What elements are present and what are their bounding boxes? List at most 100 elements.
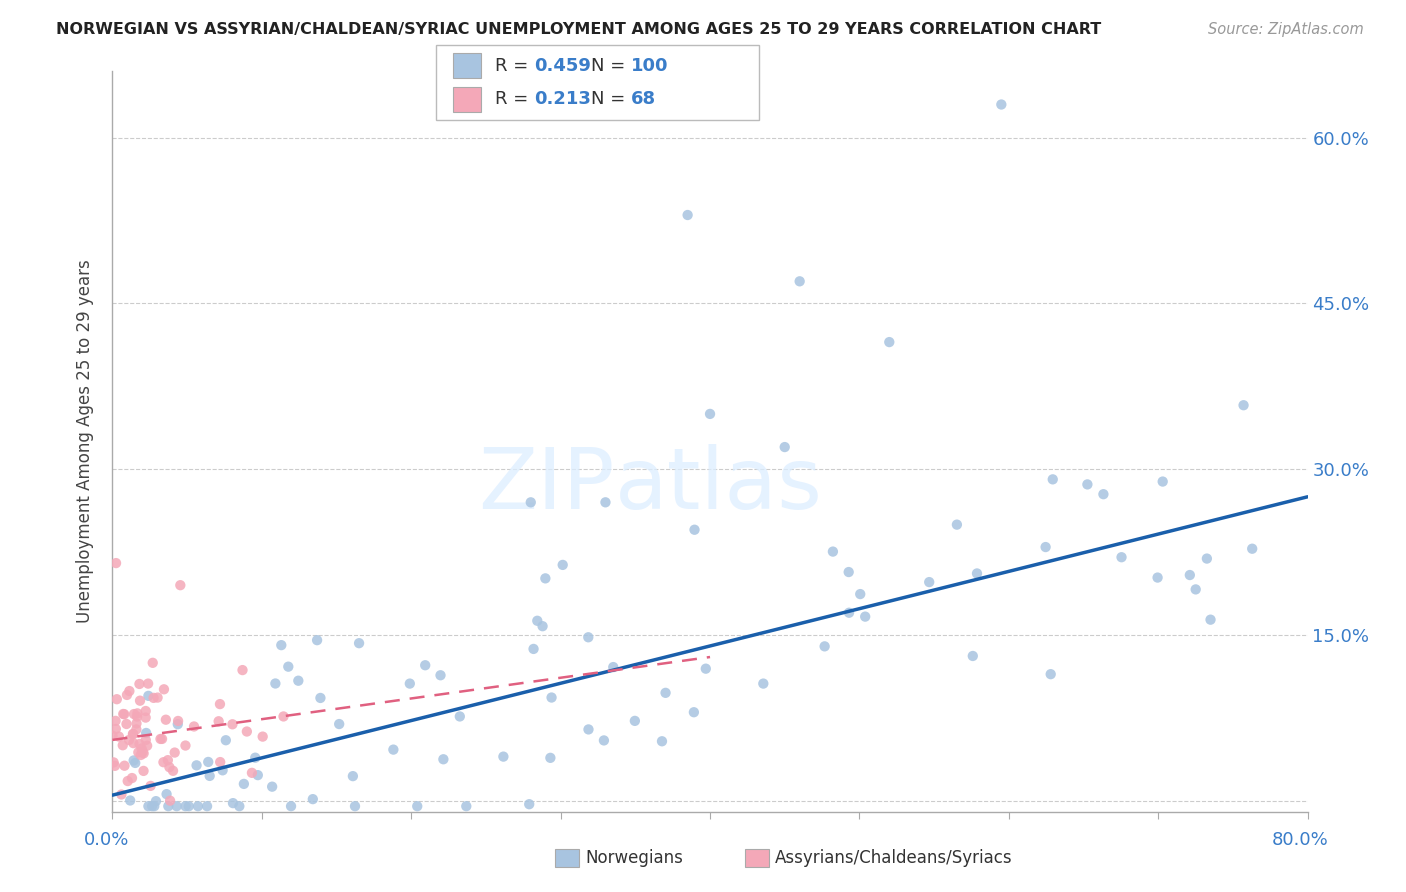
Point bbox=[593, 733, 616, 747]
Point bbox=[157, 799, 180, 814]
Y-axis label: Unemployment Among Ages 25 to 29 years: Unemployment Among Ages 25 to 29 years bbox=[76, 260, 94, 624]
Point bbox=[122, 707, 145, 722]
Point bbox=[122, 727, 145, 741]
Point bbox=[129, 694, 152, 708]
Text: N =: N = bbox=[591, 57, 630, 75]
Text: 0.0%: 0.0% bbox=[84, 831, 129, 849]
Text: Assyrians/Chaldeans/Syriacs: Assyrians/Chaldeans/Syriacs bbox=[775, 849, 1012, 867]
Text: R =: R = bbox=[495, 57, 534, 75]
Point bbox=[125, 709, 148, 723]
Point bbox=[240, 765, 263, 780]
Point bbox=[115, 717, 138, 731]
Text: 68: 68 bbox=[631, 90, 657, 108]
Point bbox=[990, 97, 1012, 112]
Point bbox=[429, 668, 451, 682]
Point bbox=[695, 662, 717, 676]
Point bbox=[209, 755, 232, 769]
Point bbox=[118, 684, 141, 698]
Point bbox=[138, 799, 160, 814]
Point bbox=[135, 710, 157, 724]
Text: R =: R = bbox=[495, 90, 534, 108]
Text: 100: 100 bbox=[631, 57, 669, 75]
Point bbox=[849, 587, 872, 601]
Point bbox=[222, 796, 245, 810]
Point bbox=[1076, 477, 1098, 491]
Point bbox=[155, 713, 177, 727]
Point bbox=[135, 733, 157, 747]
Point bbox=[406, 799, 429, 814]
Point bbox=[132, 747, 155, 761]
Text: Source: ZipAtlas.com: Source: ZipAtlas.com bbox=[1208, 22, 1364, 37]
Point bbox=[132, 745, 155, 759]
Point bbox=[683, 705, 706, 719]
Point bbox=[1152, 475, 1174, 489]
Point bbox=[221, 717, 243, 731]
Point bbox=[118, 733, 141, 747]
Point bbox=[918, 575, 941, 590]
Point bbox=[231, 663, 253, 677]
Point bbox=[1195, 551, 1218, 566]
Point bbox=[699, 407, 721, 421]
Point bbox=[131, 741, 153, 756]
Point bbox=[195, 799, 218, 814]
Point bbox=[382, 742, 405, 756]
Point bbox=[287, 673, 309, 688]
Point bbox=[174, 739, 197, 753]
Point bbox=[149, 731, 172, 746]
Point bbox=[301, 792, 323, 806]
Point bbox=[966, 566, 988, 581]
Point bbox=[273, 709, 295, 723]
Point bbox=[838, 565, 860, 579]
Point bbox=[1178, 568, 1201, 582]
Point bbox=[111, 738, 134, 752]
Point bbox=[132, 764, 155, 778]
Point bbox=[135, 726, 157, 740]
Point bbox=[280, 799, 302, 814]
Point bbox=[122, 736, 145, 750]
Point bbox=[651, 734, 673, 748]
Point bbox=[125, 723, 148, 737]
Point bbox=[215, 733, 238, 747]
Text: 80.0%: 80.0% bbox=[1272, 831, 1329, 849]
Point bbox=[624, 714, 647, 728]
Point bbox=[398, 676, 420, 690]
Point bbox=[595, 495, 617, 509]
Point bbox=[103, 756, 125, 770]
Point bbox=[122, 754, 145, 768]
Point bbox=[1111, 550, 1133, 565]
Point bbox=[246, 768, 269, 782]
Point bbox=[789, 274, 811, 288]
Point bbox=[169, 578, 191, 592]
Point bbox=[145, 794, 167, 808]
Point bbox=[946, 517, 969, 532]
Text: ZIP: ZIP bbox=[478, 444, 614, 527]
Point bbox=[270, 638, 292, 652]
Point bbox=[262, 780, 284, 794]
Text: Norwegians: Norwegians bbox=[585, 849, 683, 867]
Point bbox=[277, 659, 299, 673]
Point bbox=[531, 619, 554, 633]
Point bbox=[654, 686, 676, 700]
Point bbox=[432, 752, 454, 766]
Point bbox=[167, 714, 190, 728]
Point bbox=[328, 717, 350, 731]
Point bbox=[104, 714, 127, 728]
Point bbox=[683, 523, 706, 537]
Point bbox=[157, 760, 180, 774]
Point bbox=[104, 759, 127, 773]
Point bbox=[163, 746, 186, 760]
Text: atlas: atlas bbox=[614, 444, 823, 527]
Point bbox=[101, 729, 124, 743]
Point bbox=[413, 658, 436, 673]
Point bbox=[105, 692, 128, 706]
Point bbox=[551, 558, 574, 572]
Point bbox=[104, 722, 127, 736]
Point bbox=[522, 641, 544, 656]
Point bbox=[526, 614, 548, 628]
Point bbox=[347, 636, 370, 650]
Point bbox=[142, 690, 165, 705]
Point bbox=[112, 707, 135, 722]
Text: N =: N = bbox=[591, 90, 630, 108]
Point bbox=[343, 799, 366, 814]
Point bbox=[252, 730, 274, 744]
